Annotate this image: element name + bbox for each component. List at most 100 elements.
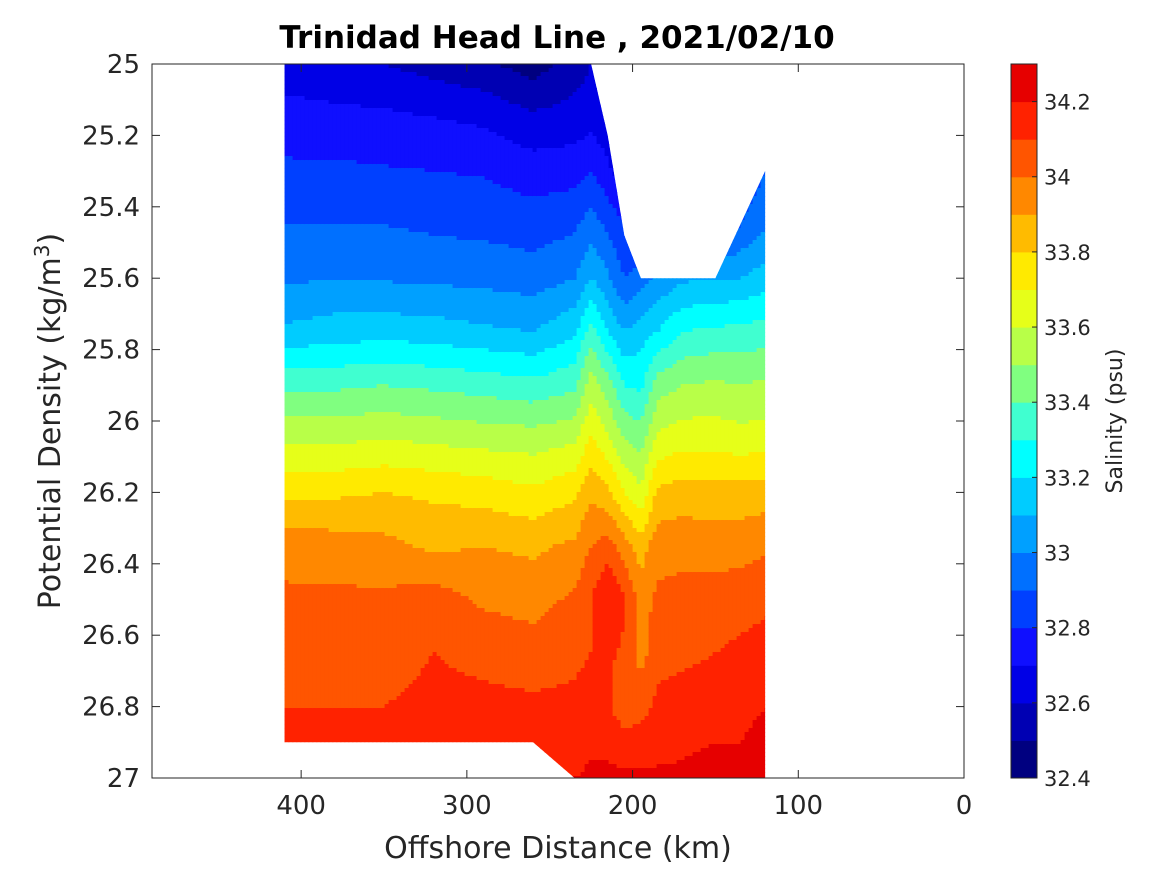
contour-cell: [288, 304, 294, 309]
contour-cell: [368, 720, 374, 725]
contour-cell: [376, 352, 382, 357]
contour-cell: [384, 320, 390, 325]
contour-cell: [380, 556, 386, 561]
contour-cell: [296, 536, 302, 541]
contour-cell: [384, 492, 390, 497]
contour-cell: [388, 384, 394, 389]
contour-cell: [368, 660, 374, 665]
contour-cell: [360, 180, 366, 185]
contour-cell: [312, 532, 318, 537]
contour-cell: [316, 428, 322, 433]
contour-cell: [388, 456, 394, 461]
contour-cell: [304, 700, 310, 705]
contour-cell: [296, 560, 302, 565]
contour-cell: [316, 128, 322, 133]
contour-cell: [328, 628, 334, 633]
contour-cell: [284, 612, 290, 617]
contour-cell: [344, 604, 350, 609]
contour-cell: [384, 732, 390, 737]
contour-cell: [300, 520, 306, 525]
contour-cell: [292, 672, 298, 677]
contour-cell: [340, 220, 346, 225]
contour-cell: [332, 740, 338, 745]
contour-cell: [344, 120, 350, 125]
contour-cell: [360, 92, 366, 97]
contour-cell: [332, 628, 338, 633]
contour-cell: [352, 88, 358, 93]
contour-cell: [308, 172, 314, 177]
contour-cell: [344, 524, 350, 529]
contour-cell: [364, 660, 370, 665]
contour-cell: [356, 120, 362, 125]
contour-cell: [332, 84, 338, 89]
contour-cell: [340, 152, 346, 157]
contour-cell: [288, 600, 294, 605]
contour-cell: [388, 140, 394, 145]
contour-cell: [336, 104, 342, 109]
contour-cell: [308, 632, 314, 637]
contour-cell: [352, 148, 358, 153]
contour-cell: [380, 540, 386, 545]
contour-cell: [336, 244, 342, 249]
contour-cell: [296, 388, 302, 393]
contour-cell: [320, 620, 326, 625]
contour-cell: [304, 608, 310, 613]
contour-cell: [324, 508, 330, 513]
contour-cell: [332, 588, 338, 593]
contour-cell: [288, 412, 294, 417]
contour-cell: [316, 352, 322, 357]
contour-cell: [372, 728, 378, 733]
contour-cell: [368, 516, 374, 521]
contour-cell: [316, 532, 322, 537]
contour-cell: [388, 372, 394, 377]
contour-cell: [356, 308, 362, 313]
contour-cell: [300, 660, 306, 665]
contour-cell: [332, 352, 338, 357]
contour-cell: [308, 428, 314, 433]
contour-cell: [292, 232, 298, 237]
contour-cell: [324, 616, 330, 621]
contour-cell: [384, 660, 390, 665]
contour-cell: [372, 292, 378, 297]
contour-cell: [316, 272, 322, 277]
contour-cell: [352, 200, 358, 205]
contour-cell: [316, 164, 322, 169]
contour-cell: [356, 604, 362, 609]
contour-cell: [368, 360, 374, 365]
contour-cell: [352, 72, 358, 77]
contour-cell: [316, 736, 322, 741]
contour-cell: [324, 696, 330, 701]
contour-cell: [372, 524, 378, 529]
contour-cell: [336, 608, 342, 613]
contour-cell: [356, 380, 362, 385]
contour-cell: [288, 720, 294, 725]
contour-cell: [296, 436, 302, 441]
contour-cell: [344, 148, 350, 153]
contour-cell: [292, 496, 298, 501]
contour-cell: [288, 92, 294, 97]
contour-cell: [380, 660, 386, 665]
contour-cell: [360, 164, 366, 169]
contour-cell: [320, 108, 326, 113]
contour-cell: [304, 344, 310, 349]
contour-cell: [324, 356, 330, 361]
contour-cell: [376, 184, 382, 189]
contour-cell: [364, 68, 370, 73]
contour-cell: [384, 464, 390, 469]
contour-cell: [368, 328, 374, 333]
contour-cell: [352, 716, 358, 721]
contour-cell: [376, 232, 382, 237]
contour-cell: [388, 528, 394, 533]
contour-cell: [312, 180, 318, 185]
contour-cell: [284, 676, 290, 681]
contour-cell: [372, 560, 378, 565]
contour-cell: [352, 376, 358, 381]
contour-cell: [304, 96, 310, 101]
contour-cell: [308, 304, 314, 309]
contour-cell: [340, 720, 346, 725]
contour-cell: [360, 104, 366, 109]
contour-cell: [336, 460, 342, 465]
contour-cell: [372, 544, 378, 549]
contour-cell: [384, 512, 390, 517]
contour-cell: [380, 424, 386, 429]
